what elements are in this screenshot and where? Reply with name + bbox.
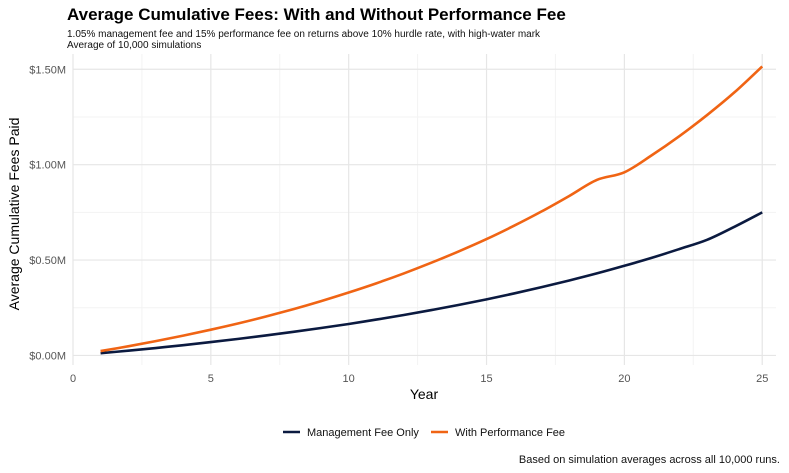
series-line-2 — [100, 65, 764, 353]
x-axis-ticks: 0 5 10 15 20 25 — [70, 373, 768, 385]
y-axis-ticks: $0.00M $0.50M $1.00M $1.50M — [29, 64, 66, 362]
x-tick-label: 10 — [343, 373, 355, 385]
x-tick-label: 15 — [480, 373, 492, 385]
x-tick-label: 0 — [70, 373, 76, 385]
minor-gridlines — [73, 54, 776, 365]
y-tick-label: $0.00M — [29, 350, 66, 362]
legend: Management Fee Only With Performance Fee — [283, 427, 565, 439]
chart-title: Average Cumulative Fees: With and Withou… — [67, 5, 566, 24]
chart-subtitle: 1.05% management fee and 15% performance… — [67, 29, 540, 51]
subtitle-line-2: Average of 10,000 simulations — [67, 40, 202, 51]
subtitle-line-1: 1.05% management fee and 15% performance… — [67, 29, 541, 40]
major-gridlines — [72, 54, 776, 365]
y-axis-title: Average Cumulative Fees Paid — [6, 118, 22, 311]
chart-caption: Based on simulation averages across all … — [518, 454, 780, 466]
x-axis-title: Year — [410, 386, 439, 402]
legend-label-1: Management Fee Only — [307, 427, 419, 439]
x-tick-label: 25 — [756, 373, 768, 385]
y-tick-label: $1.50M — [29, 64, 66, 76]
series-lines — [100, 65, 764, 355]
legend-label-2: With Performance Fee — [455, 427, 565, 439]
y-tick-label: $0.50M — [29, 255, 66, 267]
series-line-1 — [100, 211, 763, 355]
x-tick-label: 20 — [618, 373, 630, 385]
x-tick-label: 5 — [208, 373, 214, 385]
y-tick-label: $1.00M — [29, 160, 66, 172]
